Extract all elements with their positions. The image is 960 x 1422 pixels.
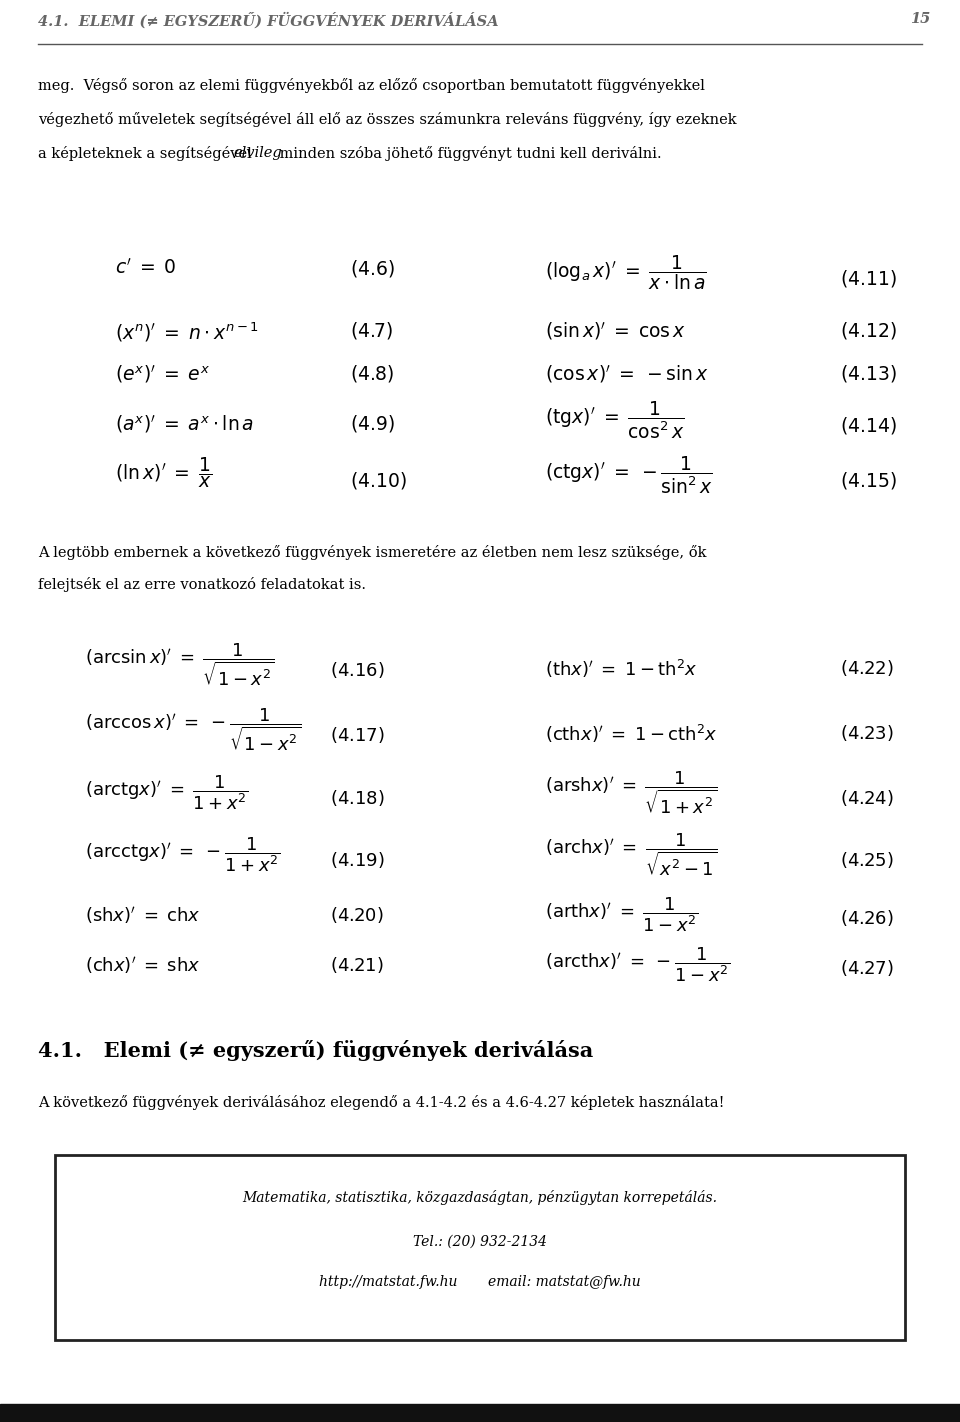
Text: $(4.18)$: $(4.18)$ xyxy=(330,788,385,808)
Text: $(4.12)$: $(4.12)$ xyxy=(840,320,897,341)
Text: a képleteknek a segítségével: a képleteknek a segítségével xyxy=(38,146,256,161)
Text: végezhető műveletek segítségével áll elő az összes számunkra releváns függvény, : végezhető műveletek segítségével áll elő… xyxy=(38,112,736,127)
Text: meg.  Végső soron az elemi függvényekből az előző csoportban bemutatott függvény: meg. Végső soron az elemi függvényekből … xyxy=(38,78,705,92)
Text: $(\arccos x)' \;=\; -\dfrac{1}{\sqrt{1-x^2}}$: $(\arccos x)' \;=\; -\dfrac{1}{\sqrt{1-x… xyxy=(85,707,301,754)
Text: Matematika, statisztika, közgazdaságtan, pénzügytan korrepetálás.: Matematika, statisztika, közgazdaságtan,… xyxy=(243,1190,717,1204)
Text: $(\mathrm{arcth}x)' \;=\; -\dfrac{1}{1-x^2}$: $(\mathrm{arcth}x)' \;=\; -\dfrac{1}{1-x… xyxy=(545,946,731,984)
Text: $(\mathrm{ch}x)' \;=\; \mathrm{sh}x$: $(\mathrm{ch}x)' \;=\; \mathrm{sh}x$ xyxy=(85,956,201,975)
Text: $(4.9)$: $(4.9)$ xyxy=(350,412,395,434)
Text: Tel.: (20) 932-2134: Tel.: (20) 932-2134 xyxy=(413,1234,547,1249)
Text: $(4.21)$: $(4.21)$ xyxy=(330,956,384,975)
Text: $(4.11)$: $(4.11)$ xyxy=(840,267,897,289)
Text: $(4.26)$: $(4.26)$ xyxy=(840,909,894,929)
Text: $c' \;=\; 0$: $c' \;=\; 0$ xyxy=(115,257,177,277)
Text: $(a^x)' \;=\; a^x \cdot \ln a$: $(a^x)' \;=\; a^x \cdot \ln a$ xyxy=(115,412,254,435)
Text: $(\mathrm{cth}x)' \;=\; 1 - \mathrm{cth}^2 x$: $(\mathrm{cth}x)' \;=\; 1 - \mathrm{cth}… xyxy=(545,722,717,745)
Text: $(4.16)$: $(4.16)$ xyxy=(330,660,385,680)
Text: $(\mathrm{sh}x)' \;=\; \mathrm{ch}x$: $(\mathrm{sh}x)' \;=\; \mathrm{ch}x$ xyxy=(85,904,201,926)
Text: $(\mathrm{arsh}x)' \;=\; \dfrac{1}{\sqrt{1+x^2}}$: $(\mathrm{arsh}x)' \;=\; \dfrac{1}{\sqrt… xyxy=(545,769,717,818)
Text: $(\mathrm{arch}x)' \;=\; \dfrac{1}{\sqrt{x^2-1}}$: $(\mathrm{arch}x)' \;=\; \dfrac{1}{\sqrt… xyxy=(545,832,718,879)
Text: $(4.8)$: $(4.8)$ xyxy=(350,363,395,384)
Text: $(4.27)$: $(4.27)$ xyxy=(840,958,894,978)
Text: $(e^x)' \;=\; e^x$: $(e^x)' \;=\; e^x$ xyxy=(115,363,210,385)
Text: $(\cos x)' \;=\; -\sin x$: $(\cos x)' \;=\; -\sin x$ xyxy=(545,363,709,385)
Text: $(4.24)$: $(4.24)$ xyxy=(840,788,894,808)
Text: $(4.23)$: $(4.23)$ xyxy=(840,722,894,744)
Text: $(\sin x)' \;=\; \cos x$: $(\sin x)' \;=\; \cos x$ xyxy=(545,320,686,343)
Text: $(4.17)$: $(4.17)$ xyxy=(330,725,385,745)
Text: $(4.13)$: $(4.13)$ xyxy=(840,363,897,384)
Text: $(\mathrm{th}x)' \;=\; 1 - \mathrm{th}^2 x$: $(\mathrm{th}x)' \;=\; 1 - \mathrm{th}^2… xyxy=(545,658,698,680)
Text: A következő függvények deriválásához elegendő a 4.1-4.2 és a 4.6-4.27 képletek h: A következő függvények deriválásához ele… xyxy=(38,1095,725,1111)
Text: $(\log_a x)' \;=\; \dfrac{1}{x \cdot \ln a}$: $(\log_a x)' \;=\; \dfrac{1}{x \cdot \ln… xyxy=(545,253,707,292)
FancyBboxPatch shape xyxy=(55,1155,905,1340)
Text: $(x^n)' \;=\; n \cdot x^{n-1}$: $(x^n)' \;=\; n \cdot x^{n-1}$ xyxy=(115,320,258,344)
Text: $(\mathrm{arcctg}x)' \;=\; -\dfrac{1}{1+x^2}$: $(\mathrm{arcctg}x)' \;=\; -\dfrac{1}{1+… xyxy=(85,835,280,873)
Text: $(\mathrm{ctg}x)' \;=\; -\dfrac{1}{\sin^2 x}$: $(\mathrm{ctg}x)' \;=\; -\dfrac{1}{\sin^… xyxy=(545,455,713,496)
Text: elvileg: elvileg xyxy=(233,146,281,161)
Text: $(4.20)$: $(4.20)$ xyxy=(330,904,384,924)
Text: $(4.15)$: $(4.15)$ xyxy=(840,471,897,491)
Text: $(\arcsin x)' \;=\; \dfrac{1}{\sqrt{1-x^2}}$: $(\arcsin x)' \;=\; \dfrac{1}{\sqrt{1-x^… xyxy=(85,641,275,690)
Text: $(4.22)$: $(4.22)$ xyxy=(840,658,894,678)
Text: 4.1.   Elemi (≠ egyszerű) függvények deriválása: 4.1. Elemi (≠ egyszerű) függvények deriv… xyxy=(38,1039,593,1061)
Text: minden szóba jöhető függvényt tudni kell deriválni.: minden szóba jöhető függvényt tudni kell… xyxy=(275,146,661,161)
Text: http://matstat.fw.hu       email: matstat@fw.hu: http://matstat.fw.hu email: matstat@fw.h… xyxy=(319,1276,641,1288)
Text: $(4.14)$: $(4.14)$ xyxy=(840,415,897,437)
Text: $(\mathrm{tg}x)' \;=\; \dfrac{1}{\cos^2 x}$: $(\mathrm{tg}x)' \;=\; \dfrac{1}{\cos^2 … xyxy=(545,400,684,441)
Text: $(4.19)$: $(4.19)$ xyxy=(330,850,385,870)
Text: $(\ln x)' \;=\; \dfrac{1}{x}$: $(\ln x)' \;=\; \dfrac{1}{x}$ xyxy=(115,455,212,489)
Text: $(4.7)$: $(4.7)$ xyxy=(350,320,394,341)
Text: $(4.10)$: $(4.10)$ xyxy=(350,471,407,491)
Text: 15: 15 xyxy=(910,11,930,26)
Text: felejtsék el az erre vonatkozó feladatokat is.: felejtsék el az erre vonatkozó feladatok… xyxy=(38,577,366,592)
Text: $(\mathrm{arth}x)' \;=\; \dfrac{1}{1-x^2}$: $(\mathrm{arth}x)' \;=\; \dfrac{1}{1-x^2… xyxy=(545,894,698,934)
Bar xyxy=(0,1404,960,1422)
Text: 4.1.  ELEMI (≠ EGYSZERŰ) FÜGGVÉNYEK DERIVÁLÁSA: 4.1. ELEMI (≠ EGYSZERŰ) FÜGGVÉNYEK DERIV… xyxy=(38,11,498,28)
Text: $(4.25)$: $(4.25)$ xyxy=(840,850,894,870)
Text: $(4.6)$: $(4.6)$ xyxy=(350,257,395,279)
Text: $(\mathrm{arctg}x)' \;=\; \dfrac{1}{1+x^2}$: $(\mathrm{arctg}x)' \;=\; \dfrac{1}{1+x^… xyxy=(85,774,248,812)
Text: A legtöbb embernek a következő függvények ismeretére az életben nem lesz szükség: A legtöbb embernek a következő függvénye… xyxy=(38,545,707,560)
